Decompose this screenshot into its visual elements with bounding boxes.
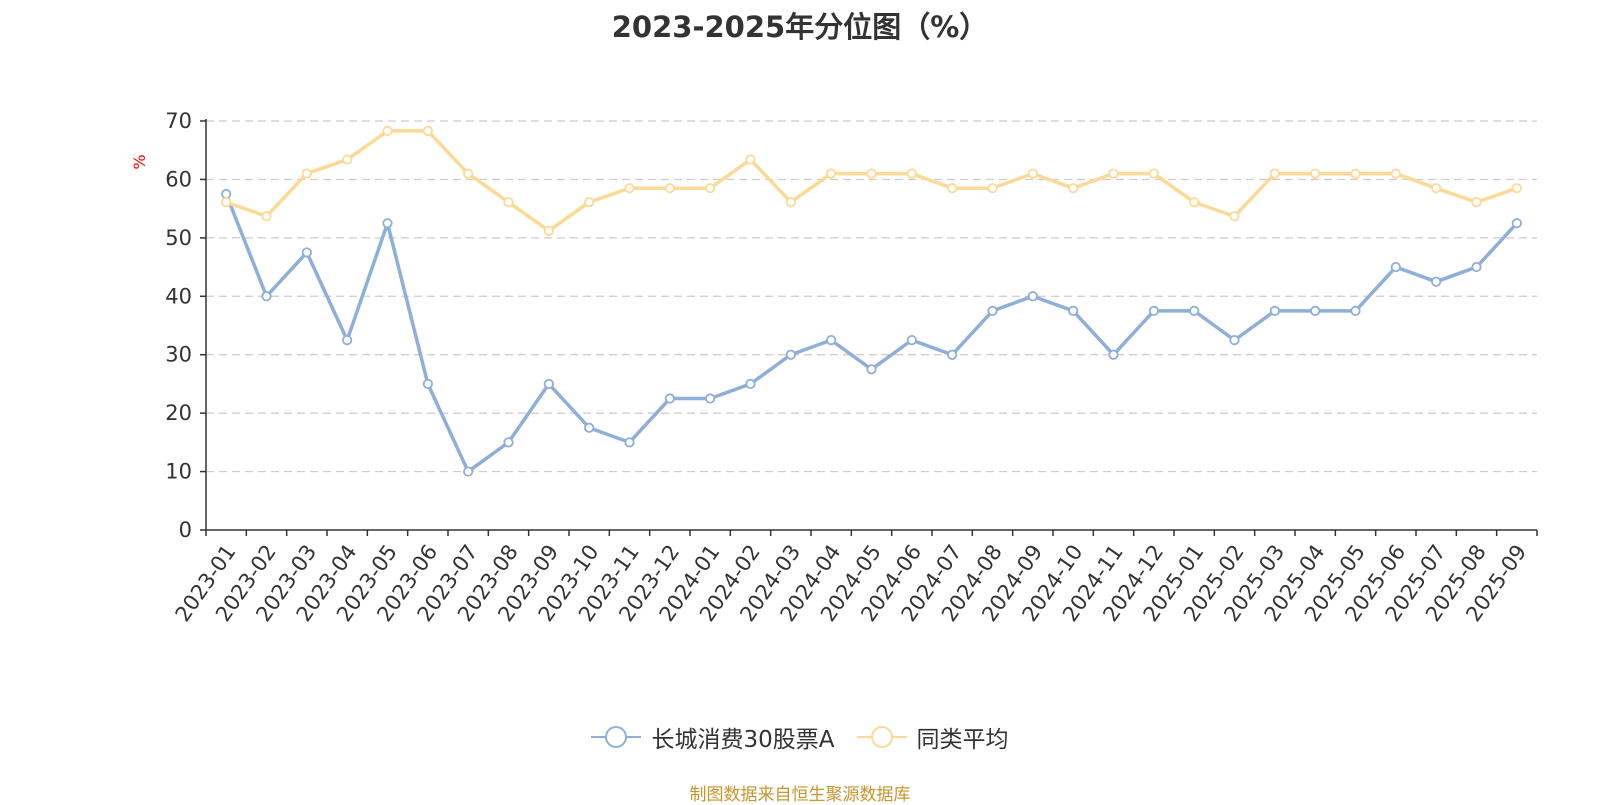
data-point-b[interactable] [745,154,756,165]
data-point-a[interactable] [1310,305,1321,316]
data-point-a[interactable] [826,335,837,346]
data-point-b[interactable] [1068,183,1079,194]
grid-lines [206,120,1537,473]
legend-item-series-b[interactable]: 同类平均 [856,720,1009,754]
data-point-b[interactable] [1269,168,1280,179]
y-axis-label: % [130,154,149,169]
data-point-b[interactable] [543,225,554,236]
data-point-a[interactable] [382,218,393,229]
data-point-a[interactable] [1068,305,1079,316]
data-point-b[interactable] [1471,197,1482,208]
chart-title: 2023-2025年分位图（%） [611,10,989,44]
y-tick-label: 50 [165,226,192,250]
data-point-b[interactable] [826,168,837,179]
y-tick-label: 30 [165,343,192,367]
data-point-b[interactable] [463,168,474,179]
data-point-b[interactable] [503,197,514,208]
data-point-a[interactable] [1189,305,1200,316]
data-point-b[interactable] [342,154,353,165]
data-point-b[interactable] [1108,168,1119,179]
legend-marker-series-b [856,726,907,748]
data-point-a[interactable] [866,364,877,375]
series-line-b [225,129,1518,233]
data-point-a[interactable] [342,335,353,346]
data-point-a[interactable] [261,291,272,302]
data-point-a[interactable] [745,378,756,390]
data-point-b[interactable] [947,183,958,194]
data-point-a[interactable] [543,378,554,390]
data-point-b[interactable] [906,168,917,179]
series-line-a [224,193,1519,474]
data-point-a[interactable] [1148,305,1159,316]
data-point-a[interactable] [584,422,595,433]
data-point-a[interactable] [301,247,312,258]
data-point-b[interactable] [584,197,595,208]
data-point-a[interactable] [1350,305,1361,316]
legend-label-series-a: 长城消费30股票A [651,727,835,753]
data-point-a[interactable] [906,335,917,346]
data-point-b[interactable] [1431,183,1442,194]
data-point-b[interactable] [987,183,998,194]
legend: 长城消费30股票A 同类平均 [0,720,1600,754]
data-point-b[interactable] [624,183,635,194]
legend-marker-series-a [591,726,642,748]
data-point-b[interactable] [261,211,272,222]
data-point-b[interactable] [1310,168,1321,179]
data-point-b[interactable] [705,183,716,194]
y-tick-label: 70 [165,109,192,133]
data-point-b[interactable] [785,197,796,208]
data-point-b[interactable] [1511,183,1522,194]
data-point-a[interactable] [987,305,998,316]
data-point-a[interactable] [422,378,433,390]
axes: 0102030405060702023-012023-022023-032023… [165,109,1538,626]
data-point-b[interactable] [1148,168,1159,179]
data-point-b[interactable] [1229,211,1240,222]
data-point-b[interactable] [422,125,433,137]
data-point-a[interactable] [1229,335,1240,346]
y-tick-label: 20 [165,401,192,425]
data-point-a[interactable] [1471,261,1482,273]
y-tick-label: 40 [165,284,192,308]
data-point-a[interactable] [463,466,474,477]
data-point-a[interactable] [785,349,796,360]
data-point-a[interactable] [1108,349,1119,360]
data-point-a[interactable] [221,188,232,200]
series-lines [221,125,1522,477]
y-tick-label: 60 [165,167,192,191]
data-point-a[interactable] [1390,261,1401,273]
data-point-b[interactable] [382,125,393,137]
data-point-a[interactable] [1269,305,1280,316]
data-point-a[interactable] [1511,218,1522,229]
data-point-b[interactable] [866,168,877,179]
y-tick-label: 0 [179,518,192,542]
data-point-a[interactable] [947,349,958,360]
source-note: 制图数据来自恒生聚源数据库 [689,785,911,805]
data-point-b[interactable] [1350,168,1361,179]
legend-label-series-b: 同类平均 [916,727,1009,753]
legend-item-series-a[interactable]: 长城消费30股票A [591,720,835,754]
data-point-a[interactable] [624,437,635,448]
data-point-b[interactable] [1189,197,1200,208]
data-point-a[interactable] [1027,291,1038,302]
data-point-a[interactable] [705,393,716,404]
y-tick-label: 10 [165,460,192,484]
data-point-b[interactable] [301,168,312,179]
data-point-a[interactable] [664,393,675,404]
data-point-a[interactable] [1431,276,1442,287]
data-point-b[interactable] [1027,168,1038,179]
data-point-b[interactable] [664,183,675,194]
data-point-a[interactable] [503,437,514,448]
data-point-b[interactable] [221,197,232,208]
data-point-b[interactable] [1390,168,1401,179]
